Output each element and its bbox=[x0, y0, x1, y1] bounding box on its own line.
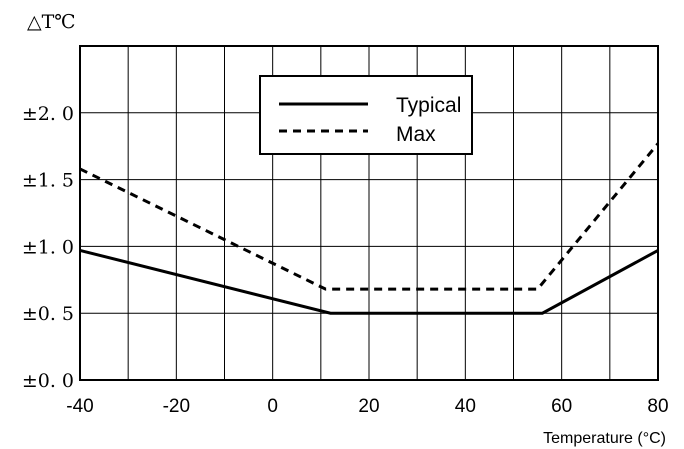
legend: Typical Max bbox=[259, 75, 473, 155]
legend-box bbox=[259, 75, 473, 155]
plot-frame bbox=[79, 45, 659, 381]
x-axis-label: Temperature (°C) bbox=[543, 430, 666, 447]
series-line-typical bbox=[79, 248, 659, 315]
x-tick-label: -20 bbox=[163, 396, 190, 417]
x-tick-label: -40 bbox=[66, 396, 93, 417]
x-tick-label: 0 bbox=[267, 396, 278, 417]
x-tick-label: 20 bbox=[358, 396, 379, 417]
y-tick-label: ±0. 5 bbox=[22, 303, 74, 325]
x-tick-labels: -40 -20 0 20 40 60 80 bbox=[66, 396, 668, 417]
y-tick-labels: ±0. 0 ±0. 5 ±1. 0 ±1. 5 ±2. 0 bbox=[22, 103, 74, 392]
y-tick-label: ±0. 0 bbox=[22, 370, 74, 392]
y-tick-label: ±2. 0 bbox=[22, 103, 74, 125]
x-tick-label: 80 bbox=[647, 396, 668, 417]
x-tick-label: 60 bbox=[551, 396, 572, 417]
y-tick-label: ±1. 0 bbox=[22, 236, 74, 258]
series-line-max bbox=[79, 142, 660, 291]
y-tick-label: ±1. 5 bbox=[22, 170, 74, 192]
legend-label-max: Max bbox=[396, 123, 436, 146]
series-lines bbox=[79, 142, 660, 315]
x-tick-label: 40 bbox=[455, 396, 476, 417]
y-axis-label: △T℃ bbox=[27, 11, 76, 33]
legend-label-typical: Typical bbox=[396, 94, 461, 117]
